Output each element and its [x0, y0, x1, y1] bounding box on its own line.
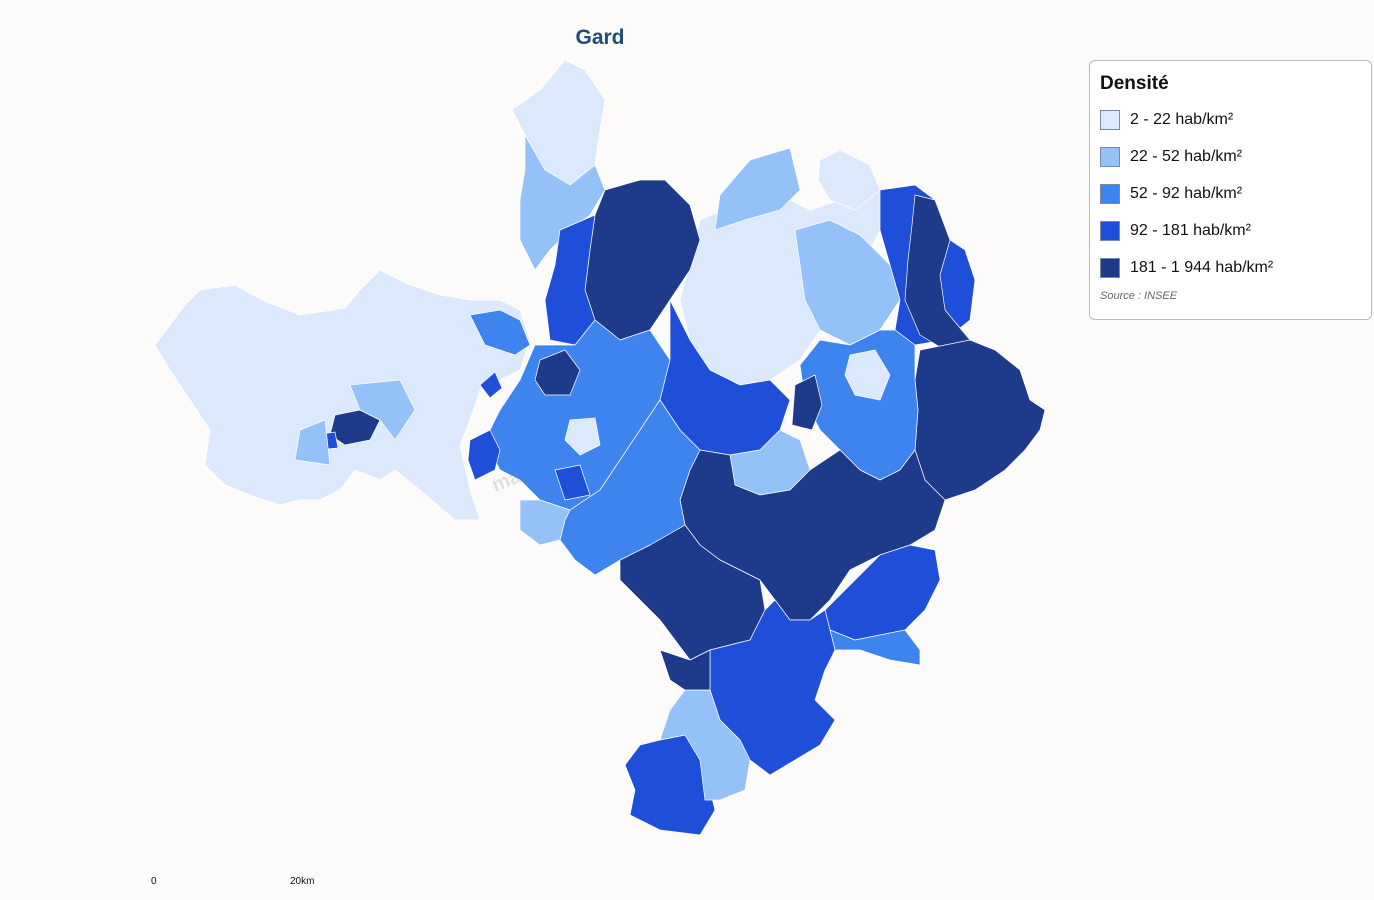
legend-swatch: [1100, 257, 1120, 278]
region-camargue-dense[interactable]: [659, 649, 711, 691]
scale-bar-start: 0: [151, 876, 157, 887]
region-west-medium[interactable]: [559, 399, 701, 576]
legend-label: 2 - 22 hab/km²: [1130, 110, 1234, 128]
region-northeast-light[interactable]: [817, 149, 881, 211]
legend-swatch: [1100, 183, 1120, 204]
legend-item-class-2: 52 - 92 hab/km²: [1100, 175, 1361, 212]
region-west-spot-f[interactable]: [479, 371, 503, 399]
region-southwest-light[interactable]: [519, 499, 571, 546]
legend-item-class-1: 22 - 52 hab/km²: [1100, 138, 1361, 175]
legend-source: Source : INSEE: [1100, 290, 1178, 302]
legend-label: 181 - 1 944 hab/km²: [1130, 258, 1274, 276]
region-west-spot-e[interactable]: [467, 429, 501, 481]
region-center-spot-medium[interactable]: [554, 464, 591, 501]
region-mid-dense-spot[interactable]: [791, 374, 823, 431]
region-north-cluster[interactable]: [584, 179, 701, 341]
legend-label: 92 - 181 hab/km²: [1130, 221, 1251, 239]
legend-swatch: [1100, 146, 1120, 167]
legend-label: 22 - 52 hab/km²: [1130, 147, 1243, 165]
region-east-rhone[interactable]: [914, 339, 1046, 501]
legend-panel: Densité 2 - 22 hab/km² 22 - 52 hab/km² 5…: [1089, 60, 1372, 320]
region-mid-east-light[interactable]: [844, 349, 891, 401]
region-camargue-light[interactable]: [659, 689, 751, 801]
region-west-spot-g[interactable]: [349, 379, 416, 441]
region-west-spot-c[interactable]: [294, 419, 331, 466]
region-north-east-medium[interactable]: [714, 147, 801, 231]
region-central-west-dense[interactable]: [534, 349, 581, 396]
region-west-cevennes[interactable]: [154, 269, 531, 521]
map-title: Gard: [575, 26, 625, 49]
legend-item-class-3: 92 - 181 hab/km²: [1100, 212, 1361, 249]
legend-label: 52 - 92 hab/km²: [1130, 184, 1243, 202]
region-west-spot-d[interactable]: [469, 309, 531, 356]
legend-item-class-0: 2 - 22 hab/km²: [1100, 101, 1361, 138]
legend-swatch: [1100, 220, 1120, 241]
legend-swatch: [1100, 109, 1120, 130]
legend-item-class-4: 181 - 1 944 hab/km²: [1100, 249, 1361, 286]
scale-bar-end: 20km: [290, 876, 315, 887]
legend-title: Densité: [1100, 73, 1169, 94]
region-center-spot-light[interactable]: [564, 417, 601, 456]
region-southeast-medium[interactable]: [829, 629, 921, 666]
